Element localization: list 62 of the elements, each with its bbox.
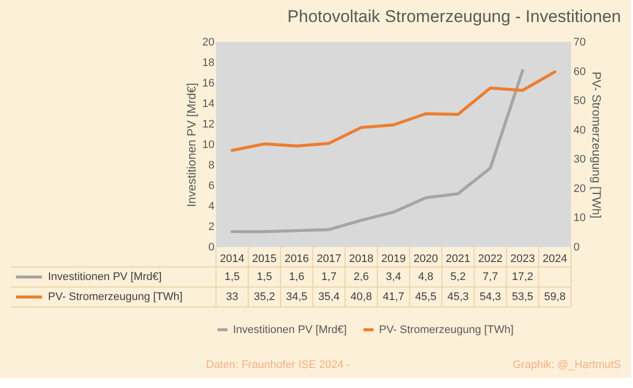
y-tick-label: 12 [202,118,214,130]
data-label: 1,7 [321,271,337,283]
data-label: 2,6 [354,271,369,283]
y2-tick-label: 70 [574,36,586,48]
y2-tick-label: 50 [574,95,586,108]
data-label: 35,4 [318,291,340,303]
data-label: 33 [226,291,238,303]
text: Graphik: @_HartmutS [512,359,621,371]
data-label: 40,8 [350,291,372,303]
y-tick-label: 14 [202,98,214,110]
legend-label: PV- Stromerzeugung [TWh] [48,291,182,303]
y2-tick-label: 40 [574,124,586,136]
x-tick-label: 2023 [510,253,535,265]
y-tick-label: 8 [208,160,214,172]
x-tick-label: 2018 [348,253,374,265]
line-series [230,69,524,234]
x-tick-label: 2016 [284,253,309,265]
y2-tick-label: 60 [574,66,586,78]
text: Investitionen PV [Mrd€] [233,324,347,336]
x-tick-label: 2014 [220,253,244,265]
data-label: 34,5 [286,291,308,303]
y-tick-label: 0 [208,242,214,254]
x-tick-label: 2019 [381,253,406,265]
x-tick-label: 2020 [414,253,438,265]
y2-tick-label: 20 [574,182,586,195]
data-label: 1,6 [289,271,304,283]
data-label: 17,2 [512,271,534,283]
data-label: 1,5 [224,271,240,283]
data-label: 54,3 [480,291,502,303]
legend-label: Investitionen PV [Mrd€] [48,271,162,283]
data-label: 53,5 [512,291,534,303]
text: PV- Stromerzeugung [TWh] [379,324,514,336]
data-label: 45,3 [447,291,469,303]
x-tick-label: 2021 [446,253,470,265]
y2-axis-title: PV- Stromerzeugung [TWh] [590,72,604,218]
x-tick-label: 2017 [316,253,342,265]
y-tick-label: 2 [208,221,214,233]
y-axis-title: Investitionen PV [Mrd€] [184,82,198,208]
data-label: 59,8 [544,291,566,303]
y-tick-label: 6 [208,180,214,192]
data-label: 41,7 [382,291,404,303]
y2-tick-label: 0 [574,242,580,254]
data-label: 4,8 [418,271,434,283]
data-label: 35,2 [254,291,276,303]
line-series [230,70,556,152]
x-tick-label: 2022 [478,253,503,265]
data-label: 7,7 [482,271,498,283]
data-label: 1,5 [256,271,272,283]
y2-tick-label: 30 [574,154,586,166]
x-tick-label: 2024 [542,253,568,265]
y2-tick-label: 10 [574,212,586,224]
chart-title: Photovoltaik Stromerzeugung - Investitionen [287,7,621,26]
y-tick-label: 18 [202,57,214,69]
y-tick-label: 4 [208,200,214,212]
text: Daten: Fraunhofer ISE 2024 - [206,359,351,371]
data-label: 5,2 [450,271,466,283]
data-label: 3,4 [386,271,402,283]
x-tick-label: 2015 [252,253,277,265]
data-label: 45,5 [415,291,436,303]
y-tick-label: 10 [202,139,214,151]
y-tick-label: 20 [202,36,214,48]
y-tick-label: 16 [202,78,214,90]
